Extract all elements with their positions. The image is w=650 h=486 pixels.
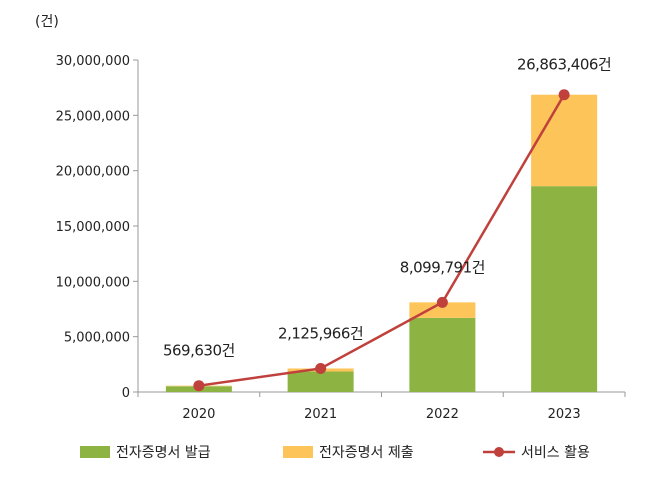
x-tick-label: 2021	[304, 407, 337, 422]
legend: 전자증명서 발급 전자증명서 제출 서비스 활용	[80, 445, 590, 461]
y-tick-label: 15,000,000	[56, 220, 130, 235]
service-line-path	[198, 94, 566, 387]
legend-label: 서비스 활용	[521, 445, 590, 461]
x-tick-label: 2023	[548, 407, 581, 422]
bar-submission	[409, 302, 476, 318]
bar-submission	[531, 94, 598, 187]
y-tick-label: 20,000,000	[56, 165, 130, 180]
x-tick-label: 2020	[182, 407, 215, 422]
bars	[165, 94, 598, 392]
axes: 0 5,000,000 10,000,000 15,000,000 20,000,000…	[56, 54, 626, 422]
y-tick-label: 5,000,000	[64, 331, 130, 346]
y-tick-label: 10,000,000	[56, 275, 130, 290]
x-tick-label: 2022	[426, 407, 459, 422]
legend-swatch-submission	[283, 446, 313, 458]
legend-label: 전자증명서 제출	[319, 445, 414, 461]
bar-issuance	[409, 317, 476, 392]
legend-swatch-issuance	[80, 446, 110, 458]
service-point	[558, 89, 570, 101]
data-labels: 569,630건 2,125,966건 8,099,791건 26,863,406건	[163, 56, 612, 360]
y-tick-label: 0	[122, 386, 130, 401]
y-tick-label: 30,000,000	[56, 54, 130, 69]
service-point	[193, 380, 205, 392]
y-tick-label: 25,000,000	[56, 109, 130, 124]
value-label: 569,630건	[163, 342, 235, 360]
legend-marker-service	[494, 447, 504, 457]
service-point	[436, 296, 448, 308]
legend-label: 전자증명서 발급	[116, 445, 211, 461]
value-label: 26,863,406건	[517, 56, 611, 74]
service-line	[193, 89, 570, 392]
bar-issuance	[531, 186, 598, 392]
y-unit-label: (건)	[35, 14, 59, 30]
value-label: 8,099,791건	[400, 258, 485, 276]
service-point	[315, 362, 327, 374]
value-label: 2,125,966건	[278, 324, 363, 342]
bar-issuance	[287, 371, 354, 392]
